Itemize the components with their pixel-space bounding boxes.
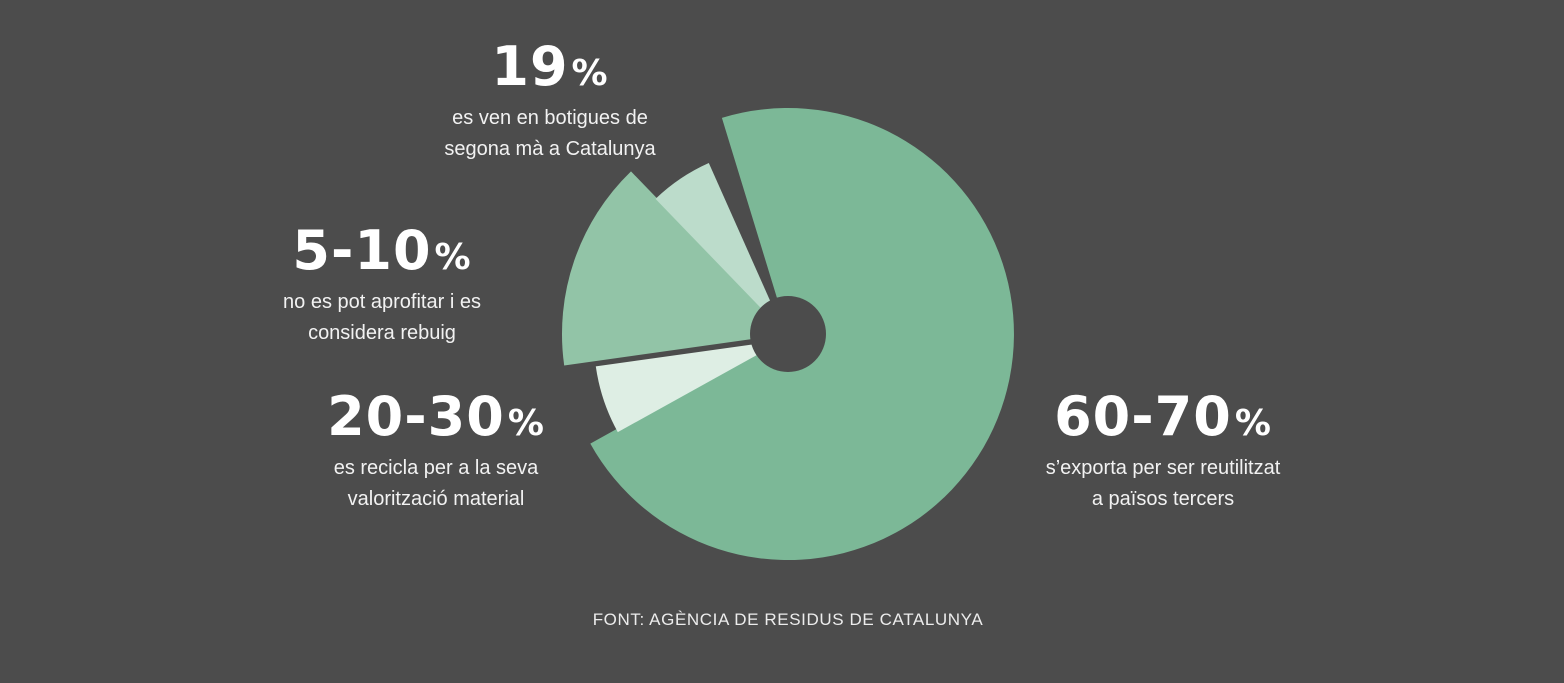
pie-center-hole [750, 296, 826, 372]
desc-secondhand-line2: segona mà a Catalunya [444, 138, 656, 160]
desc-waste-line1: no es pot aprofitar i es [283, 291, 481, 313]
callout-waste: 5-10% no es pot aprofitar i es considera… [232, 222, 532, 349]
value-export: 60-70% [1054, 385, 1272, 448]
desc-secondhand-line1: es ven en botigues de [452, 107, 648, 129]
value-recycled: 20-30% [327, 385, 545, 448]
callout-secondhand: 19% es ven en botigues de segona mà a Ca… [400, 38, 700, 165]
value-secondhand: 19% [491, 35, 609, 98]
desc-waste-line2: considera rebuig [308, 322, 456, 344]
slice-secondhand [655, 163, 784, 332]
callout-export: 60-70% s’exporta per ser reutilitzat a p… [1013, 388, 1313, 515]
slice-waste [561, 171, 788, 366]
desc-export-line1: s’exporta per ser reutilitzat [1045, 457, 1281, 479]
desc-recycled-line2: valorització material [347, 488, 525, 510]
source-note: FONT: AGÈNCIA DE RESIDUS DE CATALUNYA [592, 610, 984, 629]
callout-recycled: 20-30% es recicla per a la seva valoritz… [286, 388, 586, 515]
value-waste: 5-10% [292, 219, 472, 282]
desc-export-line2: a països tercers [1091, 488, 1235, 510]
desc-recycled-line1: es recicla per a la seva [333, 457, 539, 479]
slice-recycled [595, 340, 784, 433]
